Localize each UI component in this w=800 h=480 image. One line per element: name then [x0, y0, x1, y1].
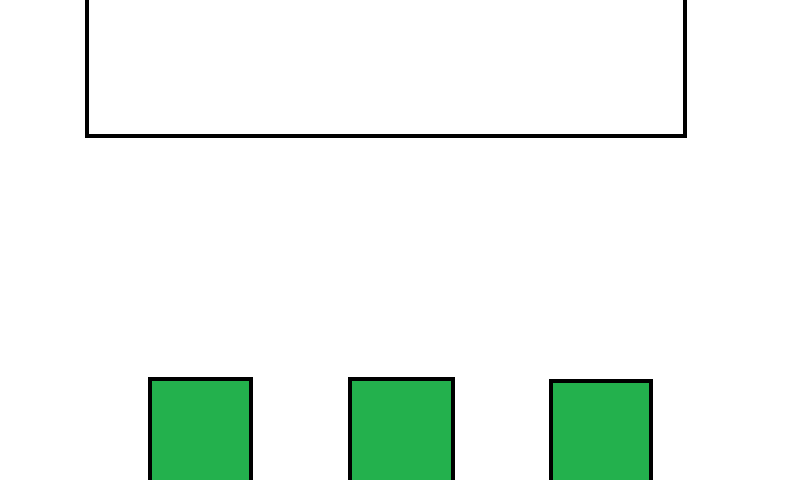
green-tile-1[interactable] [148, 377, 253, 480]
top-box [85, 0, 687, 138]
green-tile-3[interactable] [549, 379, 653, 480]
green-tile-2[interactable] [348, 377, 455, 480]
